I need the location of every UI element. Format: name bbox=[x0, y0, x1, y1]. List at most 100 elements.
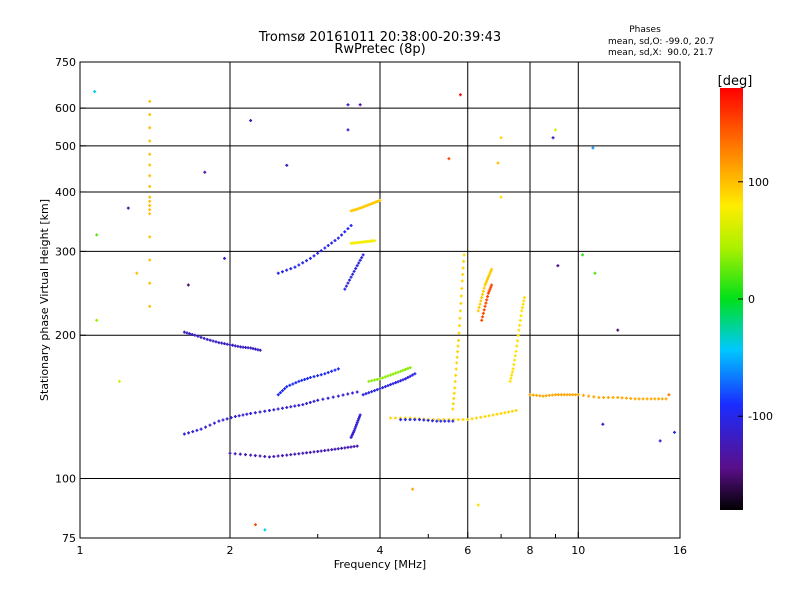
echo-point bbox=[308, 450, 312, 454]
echo-point bbox=[510, 370, 514, 374]
echo-point bbox=[495, 412, 499, 416]
echo-point bbox=[461, 418, 465, 422]
echo-point bbox=[520, 309, 524, 313]
echo-point bbox=[233, 452, 237, 456]
echo-point bbox=[559, 393, 563, 397]
echo-point bbox=[148, 113, 152, 117]
echo-point bbox=[148, 163, 152, 167]
echo-point bbox=[276, 454, 280, 458]
echo-point bbox=[457, 331, 461, 335]
echo-point bbox=[285, 268, 289, 272]
echo-point bbox=[354, 425, 358, 429]
echo-point bbox=[396, 370, 400, 374]
echo-point bbox=[483, 304, 487, 308]
echo-point bbox=[487, 289, 491, 293]
echo-point bbox=[367, 391, 371, 395]
echo-point bbox=[576, 393, 580, 397]
colorbar-ticks: -100 0 100 bbox=[738, 176, 773, 423]
echo-point bbox=[531, 393, 535, 397]
echo-point bbox=[408, 374, 412, 378]
echo-point bbox=[323, 449, 327, 453]
echo-point bbox=[196, 334, 200, 338]
echo-point bbox=[301, 451, 305, 455]
echo-point bbox=[237, 414, 241, 418]
echo-point bbox=[349, 435, 353, 439]
x-tick-label: 8 bbox=[527, 544, 534, 557]
echo-point bbox=[148, 139, 152, 143]
echo-point bbox=[281, 389, 285, 393]
echo-point bbox=[372, 378, 376, 382]
echo-point bbox=[272, 408, 276, 412]
echo-point bbox=[285, 163, 289, 167]
echo-point bbox=[490, 267, 494, 271]
echo-point bbox=[214, 340, 218, 344]
echo-point bbox=[148, 235, 152, 239]
echo-point bbox=[278, 391, 282, 395]
echo-point bbox=[285, 406, 289, 410]
echo-point bbox=[458, 309, 462, 313]
echo-point bbox=[336, 367, 340, 371]
echo-point bbox=[657, 397, 661, 401]
echo-point bbox=[514, 408, 518, 412]
echo-point bbox=[413, 372, 417, 376]
echo-point bbox=[357, 261, 361, 265]
echo-point bbox=[435, 419, 439, 423]
echo-point bbox=[394, 371, 398, 375]
echo-point bbox=[482, 286, 486, 290]
echo-point bbox=[330, 241, 334, 245]
echo-point bbox=[333, 447, 337, 451]
echo-point bbox=[316, 251, 320, 255]
echo-point bbox=[451, 407, 455, 411]
echo-point bbox=[489, 269, 493, 273]
echo-point bbox=[391, 382, 395, 386]
echo-point bbox=[193, 333, 197, 337]
echo-point bbox=[383, 375, 387, 379]
echo-point bbox=[510, 373, 514, 377]
echo-point bbox=[483, 283, 487, 287]
echo-point bbox=[272, 454, 276, 458]
echo-point bbox=[499, 136, 503, 140]
echo-point bbox=[148, 199, 152, 203]
echo-point bbox=[326, 371, 330, 375]
echo-point bbox=[349, 275, 353, 279]
echo-point bbox=[301, 403, 305, 407]
echo-point bbox=[565, 393, 569, 397]
echo-point bbox=[370, 390, 374, 394]
echo-point bbox=[148, 258, 152, 262]
echo-point bbox=[263, 454, 267, 458]
echo-point bbox=[597, 395, 601, 399]
echo-point bbox=[333, 368, 337, 372]
echo-point bbox=[323, 246, 327, 250]
echo-point bbox=[228, 451, 232, 455]
echo-point bbox=[336, 394, 340, 398]
echo-point bbox=[456, 350, 460, 354]
echo-point bbox=[667, 393, 671, 397]
echo-point bbox=[321, 397, 325, 401]
echo-point bbox=[454, 367, 458, 371]
echo-point bbox=[188, 332, 192, 336]
echo-point bbox=[481, 315, 485, 319]
echo-point bbox=[303, 377, 307, 381]
echo-point bbox=[117, 379, 121, 383]
echo-point bbox=[507, 410, 511, 414]
echo-point bbox=[346, 392, 350, 396]
echo-point bbox=[204, 425, 208, 429]
echo-point bbox=[478, 302, 482, 306]
echo-point bbox=[126, 206, 130, 210]
echo-point bbox=[484, 301, 488, 305]
echo-point bbox=[361, 393, 365, 397]
echo-point bbox=[148, 99, 152, 103]
echo-point bbox=[528, 393, 532, 397]
echo-point bbox=[186, 283, 190, 287]
echo-point bbox=[624, 396, 628, 400]
echo-point bbox=[556, 393, 560, 397]
echo-point bbox=[479, 415, 483, 419]
echo-point bbox=[454, 373, 458, 377]
echo-point bbox=[422, 418, 426, 422]
echo-point bbox=[293, 452, 297, 456]
echo-point bbox=[312, 254, 316, 258]
echo-point bbox=[276, 407, 280, 411]
echo-point bbox=[587, 394, 591, 398]
echo-point bbox=[568, 393, 572, 397]
echo-point bbox=[491, 413, 495, 417]
